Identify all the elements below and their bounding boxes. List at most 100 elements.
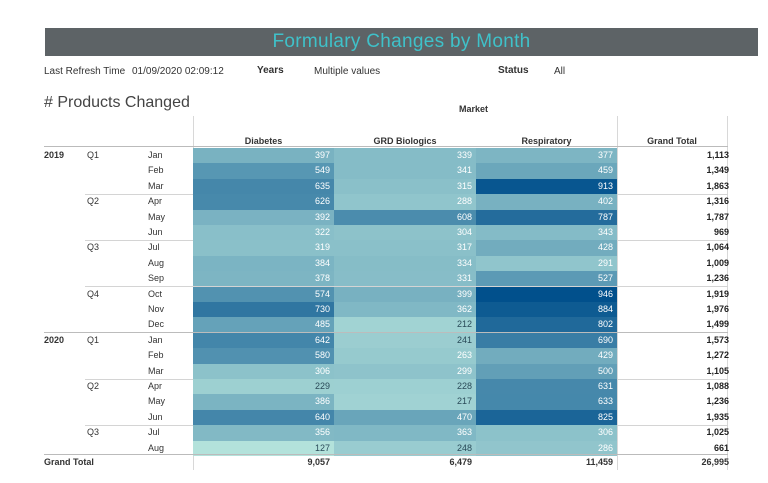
cell-diabetes[interactable]: 306: [193, 363, 334, 379]
cell-diabetes[interactable]: 580: [193, 348, 334, 364]
month-label: Nov: [148, 304, 165, 314]
cell-respiratory[interactable]: 306: [476, 425, 617, 441]
cell-grd-biologics[interactable]: 315: [334, 178, 476, 195]
cell-respiratory[interactable]: 633: [476, 394, 617, 410]
cell-diabetes[interactable]: 322: [193, 225, 334, 241]
cell-grd-biologics[interactable]: 608: [334, 209, 476, 225]
market-header: Market: [459, 104, 489, 114]
cell-diabetes[interactable]: 397: [193, 148, 334, 164]
status-filter-value[interactable]: All: [554, 66, 566, 77]
month-label: Oct: [148, 288, 163, 299]
cell-respiratory[interactable]: 343: [476, 225, 617, 241]
table-row: Feb 549 341 459 1,349: [44, 163, 729, 179]
month-label: Jun: [148, 411, 163, 422]
cell-grd-biologics[interactable]: 399: [334, 286, 476, 302]
cell-grd-biologics[interactable]: 341: [334, 163, 476, 179]
cell-diabetes[interactable]: 386: [193, 394, 334, 410]
column-header-grd-biologics[interactable]: GRD Biologics: [373, 136, 437, 146]
table-row: 2019 Q1 Jan 397 339 377 1,113: [44, 148, 729, 164]
cell-respiratory[interactable]: 884: [476, 302, 617, 318]
column-header-grand-total[interactable]: Grand Total: [647, 136, 697, 146]
cell-diabetes[interactable]: 229: [193, 379, 334, 395]
table-row: May 392 608 787 1,787: [44, 209, 729, 225]
cell-grd-biologics[interactable]: 263: [334, 348, 476, 364]
cell-respiratory[interactable]: 459: [476, 163, 617, 179]
cell-respiratory[interactable]: 428: [476, 240, 617, 256]
cell-grand-total: 1,025: [706, 427, 729, 438]
cell-respiratory[interactable]: 286: [476, 440, 617, 456]
cell-respiratory[interactable]: 500: [476, 363, 617, 379]
refresh-value: 01/09/2020 02:09:12: [132, 66, 224, 77]
cell-respiratory[interactable]: 802: [476, 317, 617, 333]
cell-grd-biologics[interactable]: 228: [334, 379, 476, 395]
cell-grand-total: 1,349: [706, 165, 729, 176]
cell-grd-biologics[interactable]: 288: [334, 194, 476, 210]
quarter-label: Q1: [87, 334, 100, 345]
cell-grand-total: 1,105: [706, 365, 729, 376]
table-row: Jun 322 304 343 969: [44, 225, 729, 241]
cell-diabetes[interactable]: 635: [193, 178, 334, 195]
cell-diabetes[interactable]: 127: [193, 440, 334, 456]
refresh-label: Last Refresh Time: [44, 66, 126, 77]
cell-grd-biologics[interactable]: 334: [334, 255, 476, 272]
cell-grd-biologics[interactable]: 217: [334, 394, 476, 410]
month-label: Mar: [148, 365, 164, 376]
cell-grand-total: 1,863: [706, 180, 729, 191]
cell-diabetes[interactable]: 642: [193, 332, 334, 349]
cell-diabetes[interactable]: 626: [193, 194, 334, 210]
cell-grd-biologics[interactable]: 331: [334, 271, 476, 287]
cell-respiratory[interactable]: 913: [476, 178, 617, 195]
cell-respiratory[interactable]: 946: [476, 286, 617, 302]
cell-respiratory[interactable]: 402: [476, 194, 617, 210]
grand-total-overall: 26,995: [701, 457, 729, 467]
cell-grand-total: 1,935: [706, 411, 729, 422]
cell-diabetes[interactable]: 378: [193, 271, 334, 287]
month-label: Sep: [148, 273, 165, 284]
cell-grd-biologics[interactable]: 363: [334, 425, 476, 441]
cell-grd-biologics[interactable]: 362: [334, 302, 476, 318]
quarter-label: Q1: [87, 150, 100, 160]
cell-grd-biologics[interactable]: 317: [334, 240, 476, 256]
cell-respiratory[interactable]: 690: [476, 332, 617, 349]
cell-respiratory[interactable]: 527: [476, 271, 617, 287]
cell-diabetes[interactable]: 549: [193, 163, 334, 179]
cell-diabetes[interactable]: 640: [193, 409, 334, 426]
years-filter-label: Years: [257, 65, 284, 76]
month-label: Apr: [148, 196, 163, 207]
cell-diabetes[interactable]: 485: [193, 317, 334, 333]
month-label: Jul: [148, 427, 160, 438]
month-label: Mar: [148, 180, 164, 191]
cell-diabetes[interactable]: 392: [193, 209, 334, 225]
cell-diabetes[interactable]: 356: [193, 425, 334, 441]
cell-diabetes[interactable]: 574: [193, 286, 334, 302]
month-label: May: [148, 396, 166, 407]
cell-grd-biologics[interactable]: 299: [334, 363, 476, 379]
cell-grd-biologics[interactable]: 241: [334, 332, 476, 349]
quarter-label: Q3: [87, 242, 100, 253]
cell-grd-biologics[interactable]: 304: [334, 225, 476, 241]
column-header-diabetes[interactable]: Diabetes: [244, 136, 283, 146]
years-filter-value[interactable]: Multiple values: [314, 66, 381, 77]
cell-respiratory[interactable]: 631: [476, 379, 617, 395]
cell-diabetes[interactable]: 730: [193, 302, 334, 318]
cell-respiratory[interactable]: 377: [476, 148, 617, 164]
month-label: Jan: [148, 334, 163, 345]
cell-grd-biologics[interactable]: 248: [334, 440, 476, 456]
cell-diabetes[interactable]: 384: [193, 255, 334, 272]
month-label: Aug: [148, 257, 165, 268]
cell-grd-biologics[interactable]: 470: [334, 409, 476, 426]
cell-respiratory[interactable]: 787: [476, 209, 617, 225]
cell-grd-biologics[interactable]: 212: [334, 317, 476, 333]
dashboard-title: Formulary Changes by Month: [272, 31, 531, 52]
cell-grand-total: 969: [713, 227, 729, 237]
month-label: May: [148, 211, 166, 222]
column-header-respiratory[interactable]: Respiratory: [521, 136, 572, 146]
cell-grand-total: 1,236: [706, 273, 729, 284]
cell-respiratory[interactable]: 291: [476, 255, 617, 272]
cell-respiratory[interactable]: 825: [476, 409, 617, 426]
cell-diabetes[interactable]: 319: [193, 240, 334, 256]
quarter-label: Q3: [87, 427, 100, 438]
cell-respiratory[interactable]: 429: [476, 348, 617, 364]
cell-grd-biologics[interactable]: 339: [334, 148, 476, 164]
grid-line: [727, 116, 728, 470]
